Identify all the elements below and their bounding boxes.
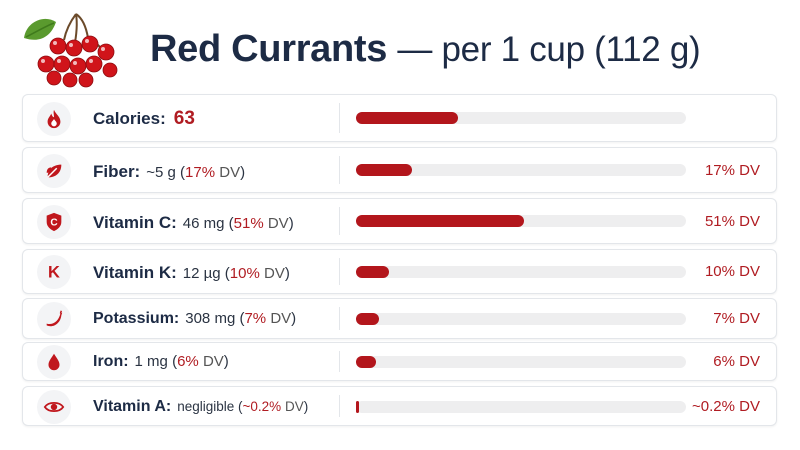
nutrient-label: Vitamin A: negligible (~0.2% DV): [93, 398, 309, 415]
nutrient-name: Vitamin K:: [93, 263, 177, 282]
svg-text:C: C: [50, 218, 57, 229]
nutrient-row-potassium: Potassium: 308 mg (7% DV) 7% DV: [22, 298, 777, 339]
progress-track: [356, 164, 686, 176]
right-dv: 7% DV: [713, 310, 760, 327]
progress-track: [356, 313, 686, 325]
right-dv: 6% DV: [713, 353, 760, 370]
nutrient-name: Vitamin A:: [93, 398, 172, 415]
dv-percent: 6%: [177, 353, 199, 370]
progress-track: [356, 215, 686, 227]
title-main: Red Currants: [150, 28, 388, 70]
dv-percent: ~0.2%: [242, 399, 282, 414]
dv-label: DV: [284, 399, 304, 414]
dv-label: DV: [219, 164, 241, 181]
progress-fill: [356, 215, 524, 227]
progress-fill: [356, 266, 389, 278]
nutrient-row-iron: Iron: 1 mg (6% DV) 6% DV: [22, 342, 777, 381]
divider: [339, 307, 340, 330]
right-dv: 51% DV: [705, 213, 760, 230]
divider: [339, 258, 340, 285]
header: Red Currants — per 1 cup (112 g): [0, 0, 800, 92]
shield-c-icon: C: [37, 205, 71, 239]
dv-percent: 17%: [185, 164, 216, 181]
divider: [339, 351, 340, 372]
divider: [339, 395, 340, 417]
right-dv: 17% DV: [705, 162, 760, 179]
divider: [339, 207, 340, 235]
nutrient-amount: 1 mg: [134, 353, 168, 370]
progress-fill: [356, 313, 379, 325]
right-dv-label: DV: [739, 353, 760, 370]
nutrient-amount: 308 mg: [185, 310, 236, 327]
eye-icon: [37, 390, 71, 424]
right-dv-percent: ~0.2%: [692, 398, 735, 415]
flame-icon: [37, 102, 71, 136]
right-dv-percent: 10%: [704, 263, 735, 280]
progress-fill: [356, 356, 376, 368]
nutrient-row-calories: Calories: 63: [22, 94, 777, 142]
dv-label: DV: [263, 265, 285, 282]
nutrient-row-vitamin-k: K Vitamin K: 12 µg (10% DV) 10% DV: [22, 249, 777, 294]
right-dv-label: DV: [739, 213, 760, 230]
dv-percent: 7%: [244, 310, 267, 327]
nutrient-row-vitamin-a: Vitamin A: negligible (~0.2% DV) ~0.2% DV: [22, 386, 777, 426]
nutrient-label: Calories: 63: [93, 108, 195, 130]
banana-icon: [37, 302, 71, 336]
page-title: Red Currants — per 1 cup (112 g): [150, 28, 701, 71]
nutrient-label: Iron: 1 mg (6% DV): [93, 353, 229, 370]
progress-track: [356, 356, 686, 368]
nutrient-name: Iron:: [93, 353, 129, 370]
right-dv-percent: 7%: [713, 310, 735, 327]
dv-label: DV: [267, 215, 289, 232]
nutrient-name: Vitamin C:: [93, 213, 177, 232]
right-dv-label: DV: [739, 310, 760, 327]
nutrient-amount: ~5 g: [146, 164, 176, 181]
nutrient-amount: negligible: [177, 399, 235, 414]
progress-fill: [356, 401, 359, 413]
calories-value: 63: [173, 108, 195, 129]
progress-track: [356, 112, 686, 124]
divider: [339, 156, 340, 184]
title-sub: — per 1 cup (112 g): [397, 30, 701, 69]
progress-track: [356, 401, 686, 413]
drop-icon: [37, 345, 71, 379]
right-dv-percent: 17%: [704, 162, 735, 179]
nutrient-row-vitamin-c: C Vitamin C: 46 mg (51% DV) 51% DV: [22, 198, 777, 244]
dv-label: DV: [202, 353, 224, 370]
right-dv-percent: 51%: [704, 213, 735, 230]
right-dv: 10% DV: [705, 263, 760, 280]
divider: [339, 103, 340, 133]
nutrient-name: Potassium:: [93, 310, 180, 327]
letter-k-icon: K: [37, 255, 71, 289]
nutrient-row-fiber: Fiber: ~5 g (17% DV) 17% DV: [22, 147, 777, 193]
right-dv-label: DV: [739, 398, 760, 415]
progress-track: [356, 266, 686, 278]
red-currant-logo-icon: [24, 13, 118, 88]
nutrient-label: Potassium: 308 mg (7% DV): [93, 310, 297, 327]
dv-percent: 51%: [233, 215, 264, 232]
svg-text:K: K: [48, 264, 60, 282]
dv-percent: 10%: [229, 265, 260, 282]
nutrient-name: Calories:: [93, 109, 166, 128]
progress-fill: [356, 112, 458, 124]
leaf-icon: [37, 154, 71, 188]
right-dv-percent: 6%: [713, 353, 735, 370]
nutrient-label: Vitamin K: 12 µg (10% DV): [93, 263, 290, 282]
nutrient-label: Fiber: ~5 g (17% DV): [93, 162, 246, 181]
nutrient-amount: 46 mg: [182, 215, 225, 232]
progress-fill: [356, 164, 412, 176]
nutrient-amount: 12 µg: [182, 265, 221, 282]
right-dv-label: DV: [739, 263, 760, 280]
nutrient-label: Vitamin C: 46 mg (51% DV): [93, 213, 294, 232]
right-dv-label: DV: [739, 162, 760, 179]
right-dv: ~0.2% DV: [692, 398, 760, 415]
dv-label: DV: [270, 310, 292, 327]
nutrient-name: Fiber:: [93, 162, 141, 181]
